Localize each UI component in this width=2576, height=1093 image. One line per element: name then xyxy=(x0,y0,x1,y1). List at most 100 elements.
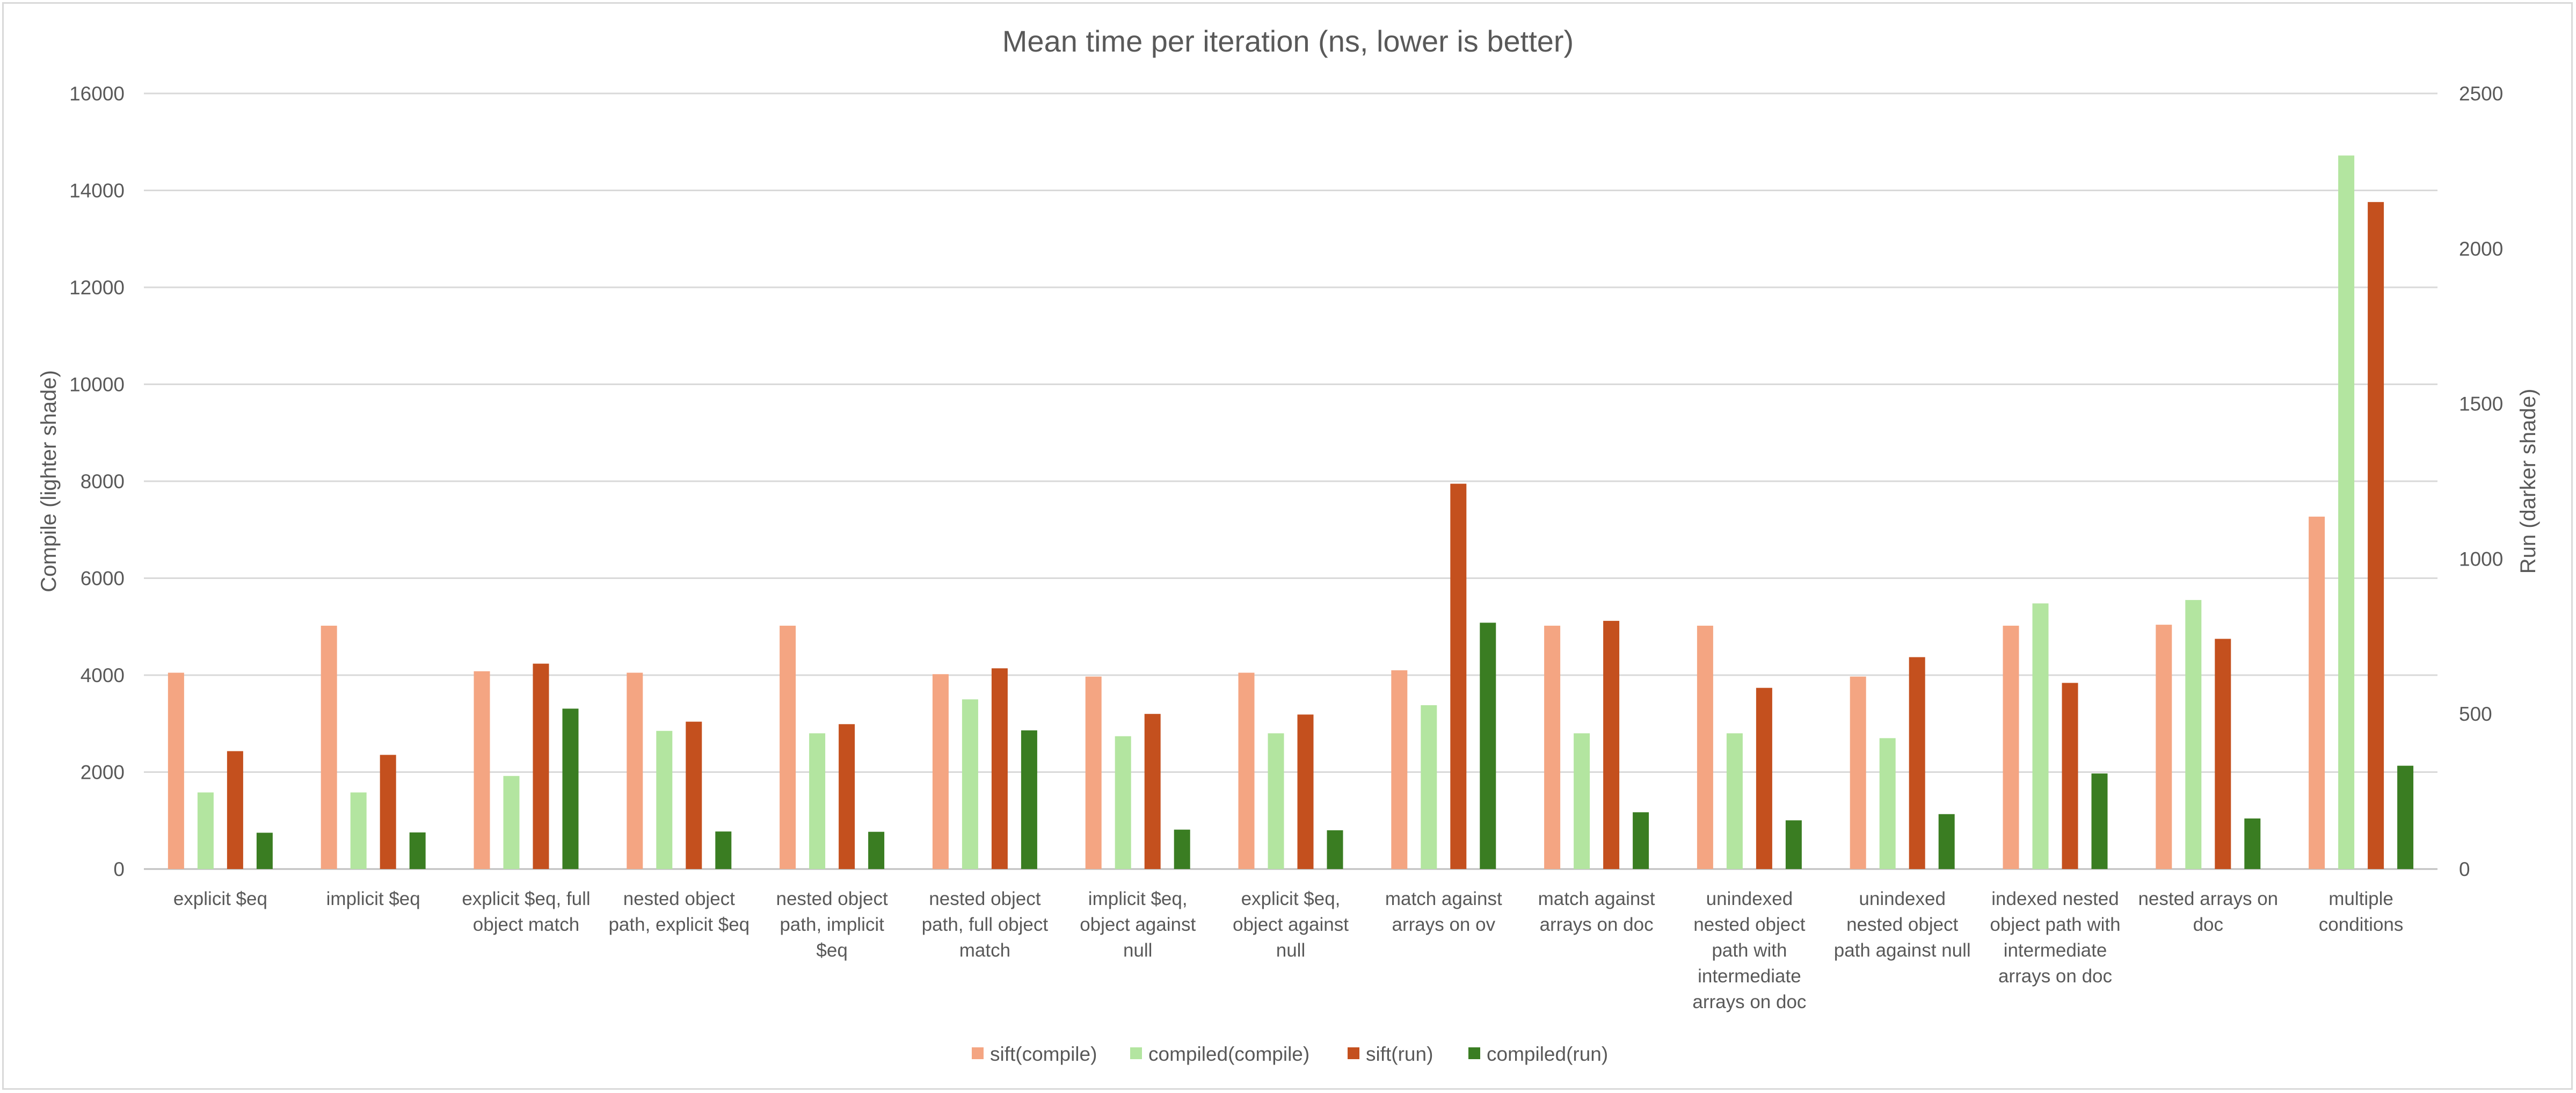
bar xyxy=(256,833,273,869)
category-label: nested object path, implicit $eq xyxy=(776,888,887,961)
bar xyxy=(1785,820,1802,869)
legend-swatch xyxy=(972,1047,984,1059)
series-compiled(compile) xyxy=(197,155,2355,869)
bar xyxy=(991,668,1008,869)
bar xyxy=(380,755,396,869)
category-label: nested object path, explicit $eq xyxy=(608,888,749,935)
bar xyxy=(227,751,243,869)
category-label: unindexed nested object path against null xyxy=(1834,888,1971,961)
category-label: implicit $eq, object against null xyxy=(1080,888,1196,961)
bar xyxy=(1480,622,1496,869)
bar xyxy=(2032,603,2049,869)
bar xyxy=(2338,155,2355,869)
legend-swatch xyxy=(1130,1047,1142,1059)
legend-item: compiled(compile) xyxy=(1130,1043,1309,1065)
legend-label: sift(run) xyxy=(1366,1043,1433,1065)
legend-swatch xyxy=(1348,1047,1359,1059)
bar xyxy=(809,733,826,869)
bar xyxy=(962,699,978,869)
category-labels: explicit $eq implicit $eq explicit $eq, fu… xyxy=(173,888,2404,1012)
bar xyxy=(868,831,885,869)
left-tick-label: 2000 xyxy=(81,762,125,784)
series-sift(run) xyxy=(227,202,2384,869)
chart-title: Mean time per iteration (ns, lower is be… xyxy=(1002,24,1574,58)
right-tick-label: 500 xyxy=(2459,703,2492,725)
bar xyxy=(1115,736,1131,869)
bar xyxy=(2244,818,2261,869)
left-axis-ticks: 0 2000 4000 6000 8000 10000 12000 14000 16000 xyxy=(69,83,125,880)
bar xyxy=(656,730,673,869)
bar xyxy=(1327,830,1343,869)
bar xyxy=(780,625,796,869)
bar xyxy=(686,721,702,869)
bar xyxy=(627,672,643,869)
bar xyxy=(1391,670,1408,869)
bars xyxy=(168,155,2414,869)
bar xyxy=(1726,733,1743,869)
bar xyxy=(2309,516,2325,869)
bar xyxy=(1085,676,1102,869)
bar xyxy=(1297,714,1314,869)
bar xyxy=(1544,625,1561,869)
right-tick-label: 2500 xyxy=(2459,83,2503,105)
bar xyxy=(2062,683,2078,869)
legend: sift(compile) compiled(compile) sift(run) c… xyxy=(972,1043,1608,1065)
bar xyxy=(715,831,732,869)
left-tick-label: 14000 xyxy=(69,180,125,202)
left-axis-title: Compile (lighter shade) xyxy=(37,370,61,592)
bar xyxy=(197,792,214,869)
category-label: nested object path, full object match xyxy=(922,888,1049,961)
bar xyxy=(1633,812,1649,869)
left-tick-label: 12000 xyxy=(69,277,125,299)
bar xyxy=(1909,657,1925,869)
category-label: explicit $eq xyxy=(173,888,267,909)
bar xyxy=(1268,733,1284,869)
bar xyxy=(409,832,426,869)
bar xyxy=(1421,705,1437,869)
right-tick-label: 1000 xyxy=(2459,548,2503,570)
bar xyxy=(2185,600,2202,869)
legend-label: sift(compile) xyxy=(990,1043,1097,1065)
bar xyxy=(1238,672,1255,869)
left-tick-label: 6000 xyxy=(81,568,125,590)
bar xyxy=(1021,730,1037,869)
category-label: match against arrays on doc xyxy=(1538,888,1655,935)
bar xyxy=(350,792,367,869)
series-compiled(run) xyxy=(256,622,2414,869)
right-axis-title: Run (darker shade) xyxy=(2516,389,2540,574)
left-tick-label: 8000 xyxy=(81,471,125,493)
bar xyxy=(1574,733,1590,869)
left-tick-label: 0 xyxy=(113,858,125,880)
category-label: explicit $eq, full object match xyxy=(462,888,590,935)
bar xyxy=(1697,625,1713,869)
bar xyxy=(1850,676,1866,869)
left-tick-label: 16000 xyxy=(69,83,125,105)
bar xyxy=(1450,483,1467,869)
bar xyxy=(2215,639,2231,869)
legend-swatch xyxy=(1468,1047,1480,1059)
category-label: match against arrays on ov xyxy=(1385,888,1502,935)
right-tick-label: 2000 xyxy=(2459,238,2503,260)
category-label: multiple conditions xyxy=(2319,888,2404,935)
legend-item: sift(compile) xyxy=(972,1043,1097,1065)
bar xyxy=(562,708,579,869)
category-label: implicit $eq xyxy=(326,888,420,909)
bar xyxy=(2156,625,2172,869)
bar xyxy=(1144,714,1161,869)
bar xyxy=(474,671,490,869)
bar xyxy=(168,672,184,869)
bar xyxy=(2397,765,2414,869)
bar xyxy=(2003,625,2019,869)
right-axis-ticks: 0 500 1000 1500 2000 2500 xyxy=(2459,83,2503,880)
left-tick-label: 10000 xyxy=(69,374,125,396)
left-tick-label: 4000 xyxy=(81,664,125,686)
category-label: nested arrays on doc xyxy=(2138,888,2278,935)
bar xyxy=(1603,620,1620,869)
category-label: indexed nested object path with intermedia… xyxy=(1990,888,2120,987)
bar xyxy=(503,776,520,869)
bar xyxy=(1879,738,1896,869)
category-label: explicit $eq, object against null xyxy=(1233,888,1349,961)
bar xyxy=(1174,829,1190,869)
gridlines xyxy=(144,92,2437,773)
